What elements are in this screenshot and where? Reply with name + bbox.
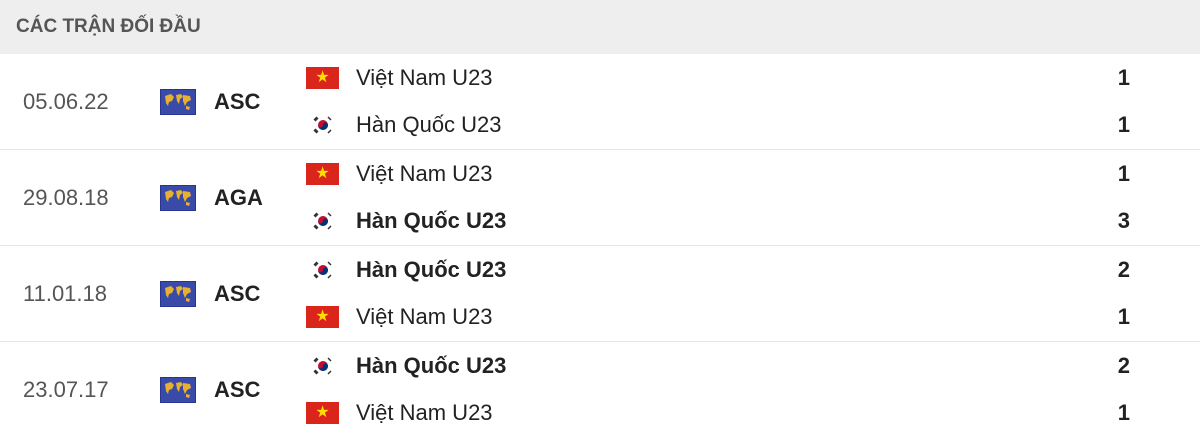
vietnam-flag-icon: ★: [306, 67, 339, 89]
competition[interactable]: ASC: [160, 246, 260, 341]
world-flag-icon: [160, 185, 196, 211]
korea-flag-icon: [306, 210, 339, 232]
team-name[interactable]: Hàn Quốc U23: [356, 257, 506, 283]
team-line-home: Hàn Quốc U23 2: [306, 342, 1130, 390]
competition-name: AGA: [214, 185, 263, 211]
teams: ★ Việt Nam U23 1 Hàn Quốc U23 1: [306, 54, 1130, 149]
match-date: 23.07.17: [23, 342, 109, 437]
team-score: 1: [1118, 112, 1130, 138]
team-score: 2: [1118, 353, 1130, 379]
world-flag-icon: [160, 281, 196, 307]
competition-name: ASC: [214, 89, 260, 115]
match-row[interactable]: 05.06.22 ASC ★ Việt Nam U23 1 Hàn Quốc U23 1: [0, 54, 1200, 150]
competition[interactable]: ASC: [160, 342, 260, 437]
world-flag-icon: [160, 89, 196, 115]
team-name[interactable]: Hàn Quốc U23: [356, 353, 506, 379]
team-line-home: ★ Việt Nam U23 1: [306, 54, 1130, 102]
match-date: 05.06.22: [23, 54, 109, 149]
korea-flag-icon: [306, 355, 339, 377]
team-name[interactable]: Hàn Quốc U23: [356, 208, 506, 234]
team-name[interactable]: Việt Nam U23: [356, 65, 493, 91]
vietnam-flag-icon: ★: [306, 163, 339, 185]
teams: ★ Việt Nam U23 1 Hàn Quốc U23 3: [306, 150, 1130, 245]
team-line-home: Hàn Quốc U23 2: [306, 246, 1130, 294]
teams: Hàn Quốc U23 2 ★ Việt Nam U23 1: [306, 342, 1130, 437]
team-line-away: Hàn Quốc U23 3: [306, 198, 1130, 246]
team-line-away: ★ Việt Nam U23 1: [306, 390, 1130, 437]
teams: Hàn Quốc U23 2 ★ Việt Nam U23 1: [306, 246, 1130, 341]
team-line-away: Hàn Quốc U23 1: [306, 102, 1130, 150]
team-name[interactable]: Hàn Quốc U23: [356, 112, 502, 138]
vietnam-flag-icon: ★: [306, 402, 339, 424]
competition[interactable]: AGA: [160, 150, 263, 245]
vietnam-flag-icon: ★: [306, 306, 339, 328]
team-score: 3: [1118, 208, 1130, 234]
team-score: 1: [1118, 65, 1130, 91]
team-score: 1: [1118, 400, 1130, 426]
team-score: 2: [1118, 257, 1130, 283]
match-row[interactable]: 23.07.17 ASC Hàn Quốc U23 2 ★ Việt Nam U23 1: [0, 342, 1200, 437]
team-line-away: ★ Việt Nam U23 1: [306, 294, 1130, 342]
world-flag-icon: [160, 377, 196, 403]
competition-name: ASC: [214, 377, 260, 403]
match-date: 11.01.18: [23, 246, 107, 341]
team-line-home: ★ Việt Nam U23 1: [306, 150, 1130, 198]
team-name[interactable]: Việt Nam U23: [356, 161, 493, 187]
team-score: 1: [1118, 304, 1130, 330]
match-row[interactable]: 29.08.18 AGA ★ Việt Nam U23 1 Hàn Quốc U23 3: [0, 150, 1200, 246]
team-score: 1: [1118, 161, 1130, 187]
competition-name: ASC: [214, 281, 260, 307]
korea-flag-icon: [306, 259, 339, 281]
match-date: 29.08.18: [23, 150, 109, 245]
match-row[interactable]: 11.01.18 ASC Hàn Quốc U23 2 ★ Việt Nam U23 1: [0, 246, 1200, 342]
competition[interactable]: ASC: [160, 54, 260, 149]
team-name[interactable]: Việt Nam U23: [356, 304, 493, 330]
section-title: CÁC TRẬN ĐỐI ĐẦU: [0, 0, 1200, 54]
korea-flag-icon: [306, 114, 339, 136]
team-name[interactable]: Việt Nam U23: [356, 400, 493, 426]
